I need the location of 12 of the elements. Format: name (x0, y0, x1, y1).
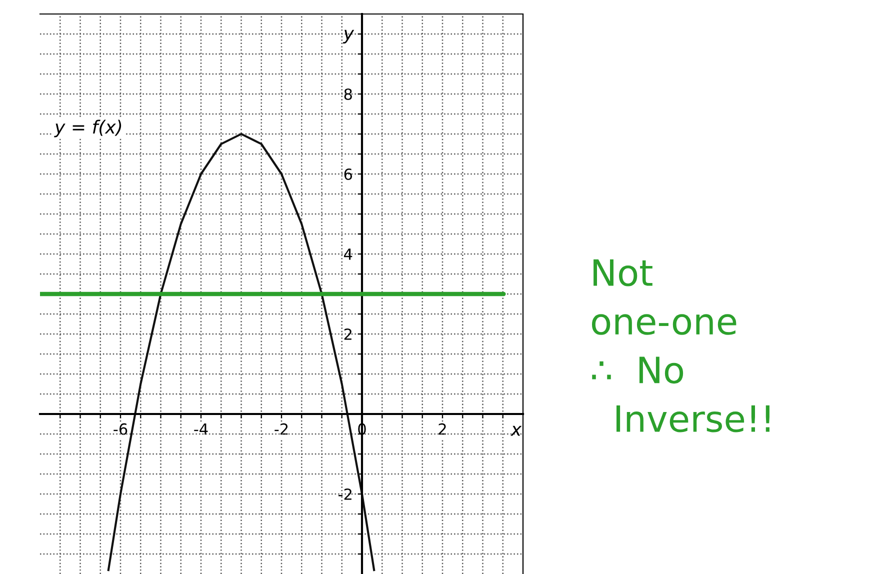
y-tick-label: 2 (344, 328, 352, 340)
x-tick-label: -6 (114, 423, 128, 435)
x-axis-title: x (510, 426, 522, 436)
x-tick-label: -4 (194, 424, 208, 435)
y-tick-label: 8 (344, 88, 352, 100)
y-tick-label: 6 (344, 168, 352, 180)
y-tick-label: -2 (338, 488, 352, 500)
annotation: y = f(x) (54, 120, 122, 138)
y-axis-title: y (342, 30, 354, 44)
text: Not one-one ∴ No Inverse!! (592, 259, 770, 432)
x-tick-label: -2 (274, 423, 288, 435)
y-tick-label: 4 (344, 248, 352, 260)
